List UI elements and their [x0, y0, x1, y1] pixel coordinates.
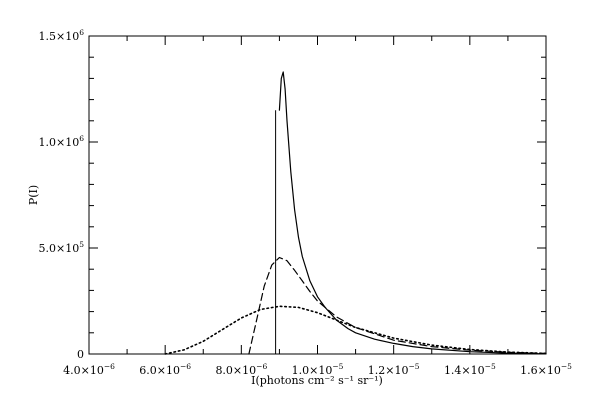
plot-frame — [88, 35, 547, 355]
x-tick-label: 1.2×10−5 — [368, 362, 420, 377]
y-tick-labels: 0 5.0×105 1.0×106 1.5×106 — [39, 28, 85, 361]
tick-marks — [88, 35, 547, 355]
x-tick-labels: 4.0×10−6 6.0×10−6 8.0×10−6 1.0×10−5 1.2×10−5… — [63, 362, 572, 377]
x-tick-label: 4.0×10−6 — [63, 362, 115, 377]
x-axis-label: I(photons cm⁻² s⁻¹ sr⁻¹) — [251, 374, 383, 387]
x-tick-label: 8.0×10−6 — [215, 362, 267, 377]
series-line-solid — [278, 71, 547, 355]
y-tick-label: 5.0×105 — [39, 240, 85, 255]
x-tick-label: 1.0×10−5 — [292, 362, 344, 377]
y-tick-label: 1.0×106 — [39, 134, 85, 149]
x-tick-label: 1.6×10−5 — [520, 362, 572, 377]
series-line-dashed — [248, 256, 547, 355]
y-tick-label: 1.5×106 — [39, 28, 85, 43]
y-tick-label: 0 — [77, 348, 84, 361]
y-axis-label: P(I) — [27, 185, 40, 205]
x-tick-label: 6.0×10−6 — [139, 362, 191, 377]
series-layer — [164, 71, 547, 355]
x-tick-label: 1.4×10−5 — [444, 362, 496, 377]
series-line-dotted — [164, 305, 547, 355]
